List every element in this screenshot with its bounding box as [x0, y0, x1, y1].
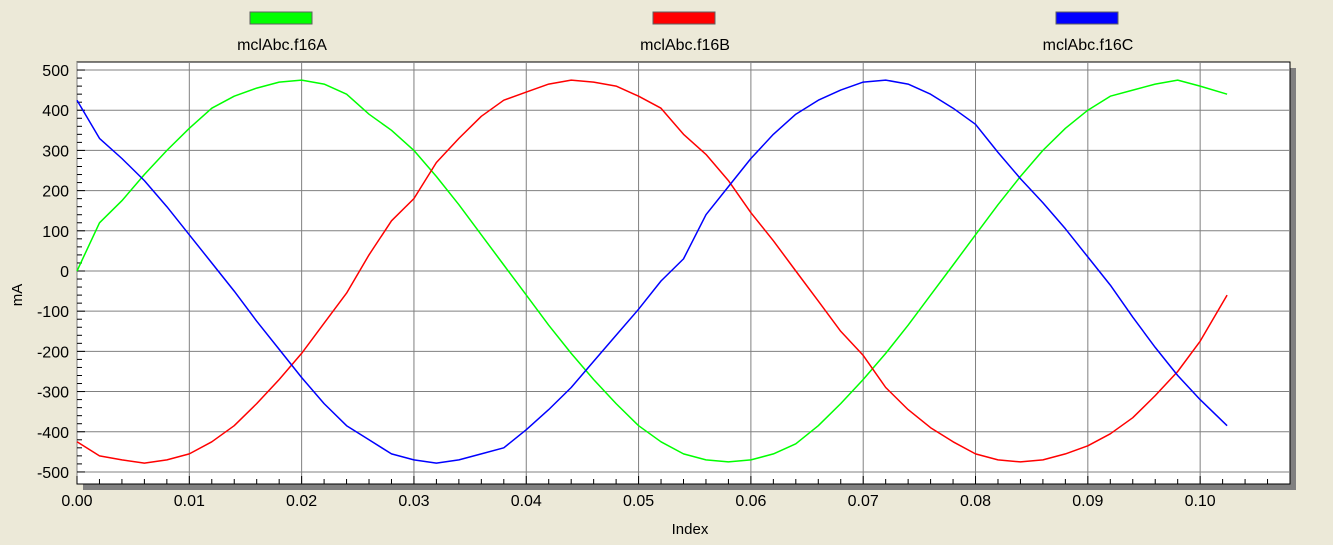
x-tick-label: 0.07: [848, 493, 879, 510]
series-layer: [76, 79, 1228, 464]
x-axis-label: Index: [672, 521, 709, 538]
y-tick-label: 500: [42, 63, 69, 80]
x-tick-label: 0.05: [623, 493, 654, 510]
legend-swatch: [1055, 11, 1119, 25]
legend-item-1[interactable]: mclAbc.f16A: [237, 11, 327, 54]
y-tick-label: -200: [37, 344, 69, 361]
y-tick-label: 400: [42, 103, 69, 120]
series-line-1: [76, 79, 1228, 463]
y-tick-label: 0: [60, 264, 69, 281]
y-tick-label: 200: [42, 184, 69, 201]
x-tick-label: 0.04: [511, 493, 542, 510]
y-tick-label: -500: [37, 465, 69, 482]
x-tick-label: 0.03: [398, 493, 429, 510]
legend-swatch: [249, 11, 313, 25]
x-tick-label: 0.10: [1185, 493, 1216, 510]
legend-label: mclAbc.f16C: [1043, 37, 1134, 54]
x-tick-label: 0.00: [61, 493, 92, 510]
plot-area[interactable]: [76, 61, 1291, 485]
x-tick-label: 0.01: [174, 493, 205, 510]
y-tick-label: 100: [42, 224, 69, 241]
minor-ticks: [76, 69, 1291, 484]
x-tick-label: 0.08: [960, 493, 991, 510]
y-tick-label: -100: [37, 304, 69, 321]
y-tick-label: -400: [37, 425, 69, 442]
y-axis-label: mA: [9, 284, 26, 307]
series-line-2: [76, 79, 1228, 464]
legend-label: mclAbc.f16A: [237, 37, 327, 54]
x-tick-label: 0.02: [286, 493, 317, 510]
grid: [76, 62, 1290, 484]
x-tick-labels: 0.00 0.01 0.02 0.03 0.04 0.05 0.06 0.07 0.08 0.09…: [61, 493, 1215, 510]
x-tick-label: 0.06: [735, 493, 766, 510]
x-tick-label: 0.09: [1072, 493, 1103, 510]
legend-item-3[interactable]: mclAbc.f16C: [1043, 11, 1134, 54]
legend-swatch: [652, 11, 716, 25]
legend: mclAbc.f16A mclAbc.f16B mclAbc.f16C: [237, 11, 1134, 54]
y-tick-label: 300: [42, 143, 69, 160]
legend-label: mclAbc.f16B: [640, 37, 730, 54]
legend-item-2[interactable]: mclAbc.f16B: [640, 11, 730, 54]
series-line-3: [76, 79, 1228, 464]
y-tick-label: -300: [37, 385, 69, 402]
y-tick-labels: 500 400 300 200 100 0 -100 -200 -300 -400 -500: [37, 63, 69, 482]
